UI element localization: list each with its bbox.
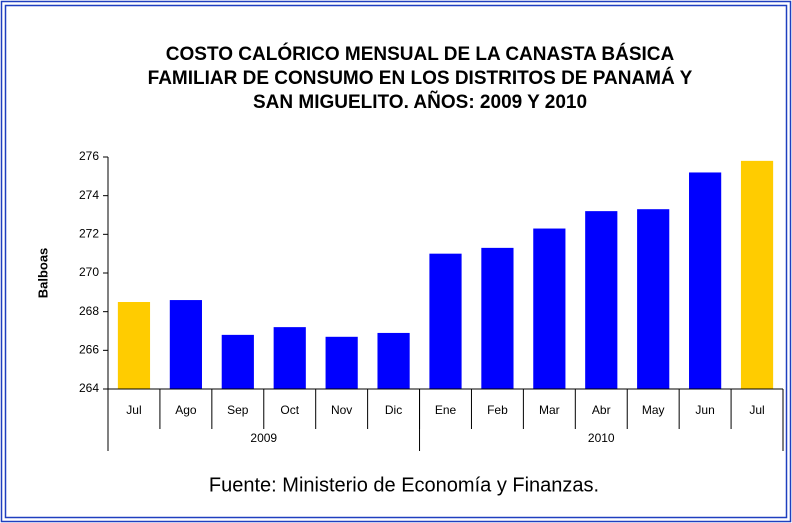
y-tick-label: 264 (79, 381, 99, 395)
x-tick-label: Dic (385, 403, 402, 417)
x-tick-label: Ago (175, 403, 197, 417)
x-tick-label: Abr (592, 403, 611, 417)
bar (481, 247, 514, 389)
bar (117, 302, 151, 389)
bar (429, 253, 462, 389)
bar (637, 209, 670, 389)
bar (585, 211, 618, 389)
y-tick-label: 268 (79, 304, 99, 318)
bar (325, 336, 358, 389)
y-tick-label: 274 (79, 188, 99, 202)
chart-title: FAMILIAR DE CONSUMO EN LOS DISTRITOS DE … (148, 67, 693, 89)
chart-title: SAN MIGUELITO. AÑOS: 2009 Y 2010 (253, 91, 587, 113)
y-axis-label: Balboas (35, 248, 50, 299)
y-tick-label: 266 (79, 343, 99, 357)
x-tick-label: Oct (280, 403, 299, 417)
bar (740, 160, 774, 389)
x-tick-label: May (642, 403, 665, 417)
x-tick-label: Mar (539, 403, 560, 417)
y-tick-label: 276 (79, 149, 99, 163)
x-tick-label: Nov (331, 403, 352, 417)
x-tick-label: Jul (749, 403, 764, 417)
group-label: 2009 (250, 431, 277, 445)
source-note: Fuente: Ministerio de Economía y Finanza… (209, 474, 599, 496)
bar (689, 172, 722, 389)
x-tick-label: Jul (126, 403, 141, 417)
bar (377, 332, 410, 389)
x-tick-label: Feb (487, 403, 508, 417)
bar (221, 334, 254, 389)
x-tick-label: Ene (435, 403, 457, 417)
bar (169, 300, 202, 389)
chart-title: COSTO CALÓRICO MENSUAL DE LA CANASTA BÁS… (166, 43, 675, 65)
x-tick-label: Sep (227, 403, 249, 417)
x-tick-label: Jun (695, 403, 714, 417)
y-tick-label: 272 (79, 227, 99, 241)
bar (273, 327, 306, 389)
y-tick-label: 270 (79, 265, 99, 279)
group-label: 2010 (588, 431, 615, 445)
bar (533, 228, 566, 389)
inner-border (4, 4, 788, 519)
